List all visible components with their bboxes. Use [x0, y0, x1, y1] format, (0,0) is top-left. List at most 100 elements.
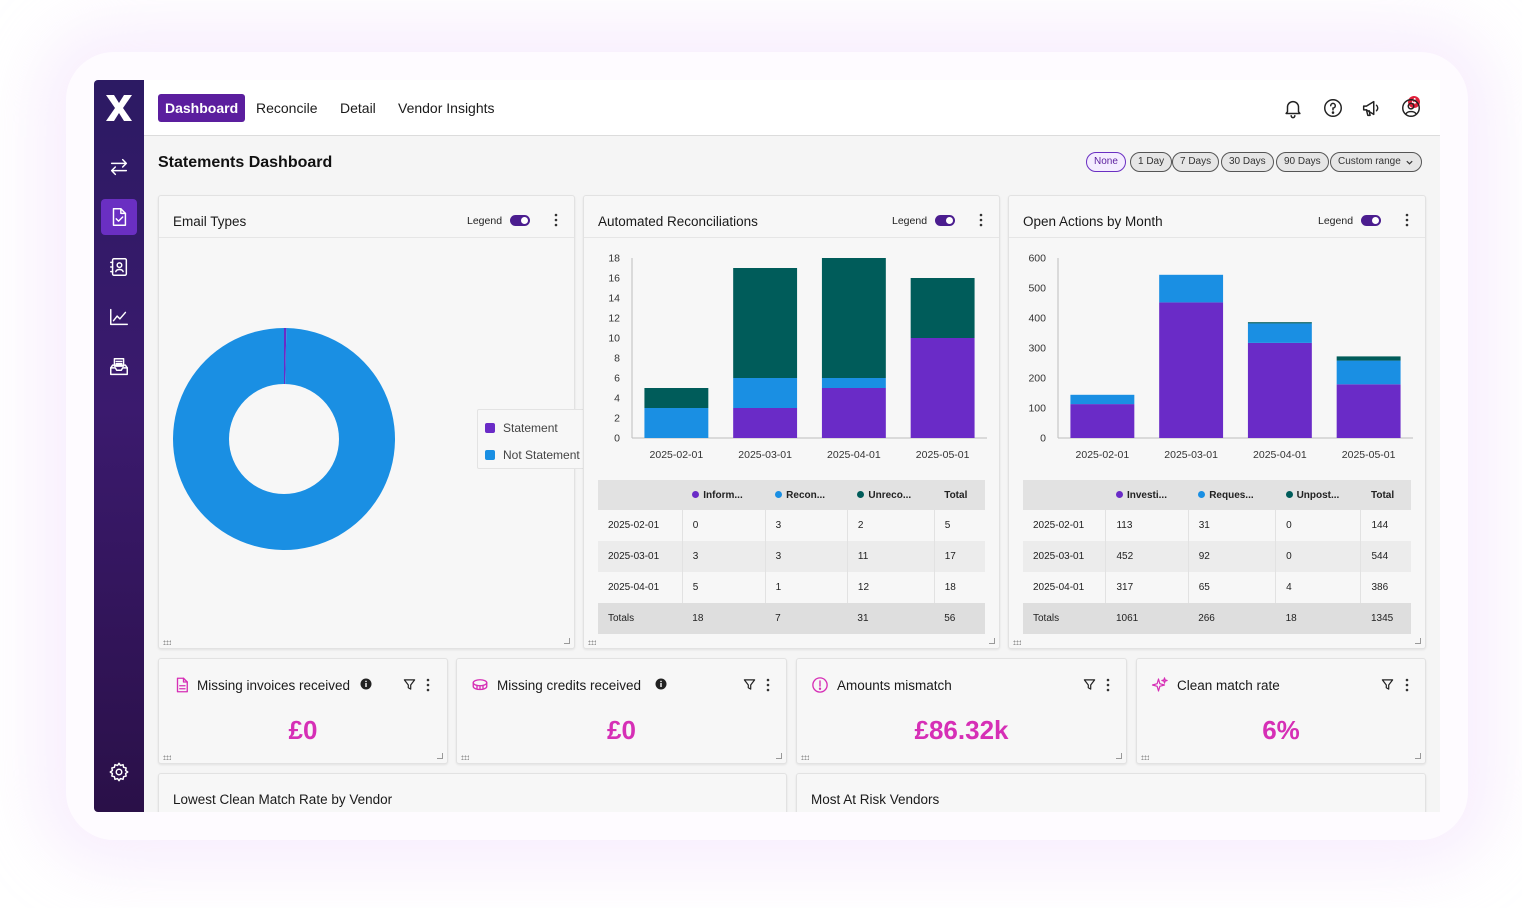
legend-toggle[interactable] — [510, 215, 530, 226]
kpi-card-clean-match-rate: Clean match rate 6% — [1136, 658, 1426, 764]
range-custom-select[interactable]: Custom range — [1330, 152, 1422, 172]
open-actions-chart: 0 100 200 300 400 500 600 2025-02-01 2025-03-01 2… — [1028, 253, 1413, 461]
column-label: Inform... — [703, 489, 743, 501]
kebab-menu-icon[interactable] — [1405, 678, 1409, 692]
drag-handle[interactable] — [461, 755, 469, 760]
tab-vendor-insights[interactable]: Vendor Insights — [398, 100, 495, 116]
legend-toggle[interactable] — [1361, 215, 1381, 226]
kebab-menu-icon[interactable] — [426, 678, 430, 692]
filter-icon[interactable] — [1381, 678, 1394, 691]
table-cell: 113 — [1105, 510, 1189, 541]
resize-handle[interactable] — [437, 753, 443, 759]
resize-handle[interactable] — [776, 753, 782, 759]
drag-handle[interactable] — [801, 755, 809, 760]
y-tick-label: 200 — [1028, 373, 1046, 385]
kebab-menu-icon[interactable] — [554, 213, 558, 227]
help-icon[interactable] — [1322, 97, 1344, 119]
table-cell: 2025-02-01 — [1023, 510, 1107, 541]
automated-reconciliations-chart: 0 2 4 6 8 10 12 14 16 18 2025-02-01 2025-03-01 2025-… — [608, 253, 987, 461]
filter-icon[interactable] — [743, 678, 756, 691]
info-icon[interactable] — [360, 678, 372, 690]
tab-detail[interactable]: Detail — [340, 100, 376, 116]
range-30-days[interactable]: 30 Days — [1221, 152, 1274, 172]
bar-segment — [1336, 384, 1401, 438]
bar-segment — [1336, 356, 1401, 361]
kebab-menu-icon[interactable] — [766, 678, 770, 692]
bar-segment — [1159, 302, 1224, 438]
range-7-days[interactable]: 7 Days — [1172, 152, 1220, 172]
table-cell: 2 — [847, 510, 935, 541]
series-dot — [692, 490, 700, 498]
drag-handle[interactable] — [163, 640, 171, 645]
sidebar-item-statements[interactable] — [101, 199, 137, 235]
sidebar-item-contacts[interactable] — [101, 249, 137, 285]
tab-reconcile[interactable]: Reconcile — [256, 100, 318, 116]
filter-icon[interactable] — [1083, 678, 1096, 691]
bell-icon[interactable] — [1282, 97, 1304, 119]
table-cell: 3 — [765, 541, 848, 572]
filter-icon[interactable] — [403, 678, 416, 691]
kebab-menu-icon[interactable] — [1405, 213, 1409, 227]
table-cell: 266 — [1188, 603, 1276, 634]
legend-toggle-label: Legend — [467, 215, 503, 227]
y-tick-label: 100 — [1028, 403, 1046, 415]
range-1-day[interactable]: 1 Day — [1130, 152, 1173, 172]
resize-handle[interactable] — [564, 638, 570, 644]
y-tick-label: 0 — [614, 433, 620, 445]
table-cell: 0 — [682, 510, 766, 541]
megaphone-icon[interactable] — [1360, 97, 1382, 119]
x-tick-label: 2025-02-01 — [1076, 449, 1130, 461]
document-check-icon — [112, 208, 127, 226]
info-icon[interactable] — [655, 678, 667, 690]
y-tick-label: 2 — [614, 413, 620, 425]
kebab-menu-icon[interactable] — [1106, 678, 1110, 692]
range-none[interactable]: None — [1086, 152, 1126, 172]
table-cell: Totals — [598, 603, 683, 634]
table-row: 2025-04-01 5 1 12 18 — [598, 572, 985, 603]
table-cell: 4 — [1275, 572, 1362, 603]
table-header-cell — [598, 480, 683, 510]
bar-segment — [644, 408, 709, 438]
sidebar-item-settings[interactable] — [101, 754, 137, 790]
kpi-title: Amounts mismatch — [837, 678, 952, 693]
user-account-icon[interactable] — [1400, 97, 1422, 119]
table-cell: 1345 — [1360, 603, 1411, 634]
sidebar-item-analytics[interactable] — [101, 299, 137, 335]
table-totals-row: Totals 1061 266 18 1345 — [1023, 603, 1411, 634]
table-cell: 0 — [1275, 510, 1362, 541]
y-tick-label: 400 — [1028, 313, 1046, 325]
column-label: Recon... — [786, 489, 826, 501]
email-types-card: Email Types Legend Statement 2 Not State… — [158, 195, 619, 649]
table-cell: 18 — [682, 603, 766, 634]
range-90-days[interactable]: 90 Days — [1276, 152, 1329, 172]
sidebar-item-transfers[interactable] — [101, 149, 137, 185]
table-cell: 12 — [847, 572, 935, 603]
resize-handle[interactable] — [1415, 753, 1421, 759]
bar-segment — [1247, 322, 1312, 324]
resize-handle[interactable] — [989, 638, 995, 644]
notification-badge: 4 — [1408, 96, 1420, 108]
app-logo-icon[interactable] — [103, 92, 135, 124]
x-tick-label: 2025-05-01 — [1342, 449, 1396, 461]
table-cell: 7 — [765, 603, 848, 634]
legend-toggle[interactable] — [935, 215, 955, 226]
x-tick-label: 2025-05-01 — [916, 449, 970, 461]
card-title: Most At Risk Vendors — [811, 792, 940, 807]
table-cell: 17 — [934, 541, 985, 572]
kpi-value: £0 — [607, 715, 636, 745]
drag-handle[interactable] — [588, 640, 596, 645]
drag-handle[interactable] — [1013, 640, 1021, 645]
tab-dashboard[interactable]: Dashboard — [158, 94, 246, 122]
top-bar: Dashboard Reconcile Detail Vendor Insigh… — [144, 80, 1440, 136]
y-tick-label: 10 — [608, 333, 620, 345]
automated-reconciliations-card: Automated Reconciliations Legend 0 2 4 6 8 10… — [583, 195, 1000, 649]
sidebar-item-inbox[interactable] — [101, 349, 137, 385]
kebab-menu-icon[interactable] — [979, 213, 983, 227]
table-row: 2025-03-01 3 3 11 17 — [598, 541, 985, 572]
drag-handle[interactable] — [163, 755, 171, 760]
donut-chart — [173, 328, 395, 550]
resize-handle[interactable] — [1415, 638, 1421, 644]
drag-handle[interactable] — [1141, 755, 1149, 760]
table-header-cell — [1023, 480, 1106, 510]
resize-handle[interactable] — [1116, 753, 1122, 759]
